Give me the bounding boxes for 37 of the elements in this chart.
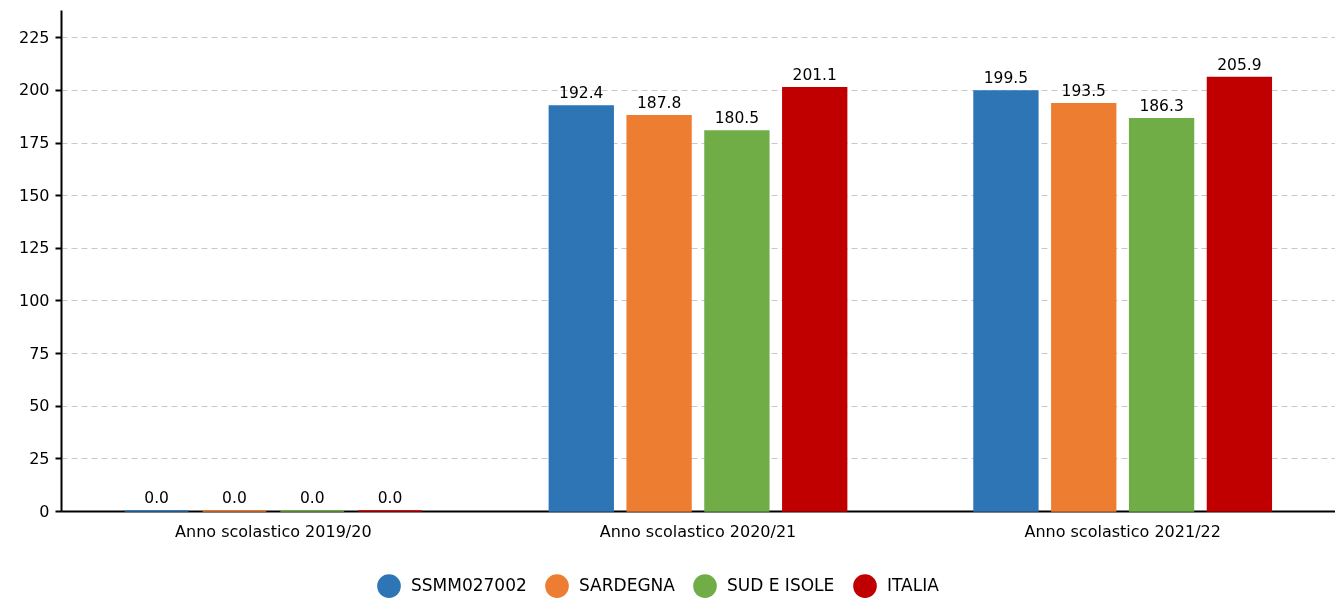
data-label: 205.9: [1217, 55, 1262, 74]
data-label: 201.1: [792, 65, 837, 84]
y-tick-label: 100: [18, 291, 50, 310]
data-label: 193.5: [1061, 81, 1106, 100]
y-tick-label: 200: [18, 80, 50, 100]
y-tick-label: 150: [18, 185, 50, 205]
bar: [626, 114, 692, 512]
x-tick-label: Anno scolastico 2021/22: [1024, 521, 1221, 541]
y-tick-label: 75: [29, 343, 50, 363]
x-tick-label: Anno scolastico 2019/20: [175, 521, 372, 541]
bar: [548, 105, 614, 512]
y-tick-label: 225: [18, 27, 50, 47]
legend-label: SARDEGNA: [579, 575, 676, 596]
data-label: 0.0: [222, 489, 247, 507]
y-tick-label: 125: [18, 238, 50, 258]
y-tick-label: 175: [18, 133, 50, 153]
data-label: 0.0: [144, 489, 169, 507]
data-label: 192.4: [559, 83, 604, 102]
bar: [704, 130, 770, 512]
data-label: 180.5: [714, 109, 760, 128]
bar: [1128, 118, 1195, 512]
x-tick-label: Anno scolastico 2020/21: [599, 521, 797, 541]
bar: [1051, 102, 1117, 512]
data-label: 0.0: [299, 489, 325, 507]
data-label: 199.5: [983, 69, 1029, 88]
data-label: 0.0: [377, 489, 403, 507]
y-tick-label: 50: [29, 396, 50, 416]
legend-label: SSMM027002: [411, 575, 527, 596]
legend-label: ITALIA: [887, 575, 940, 596]
bar: [782, 86, 848, 512]
data-label: 187.8: [636, 93, 682, 112]
bar: [973, 90, 1039, 512]
bar: [1206, 76, 1273, 512]
y-tick-label: 25: [29, 448, 50, 468]
legend-label: SUD E ISOLE: [727, 575, 835, 596]
y-tick-label: 0: [39, 501, 50, 521]
data-label: 186.3: [1139, 96, 1184, 115]
